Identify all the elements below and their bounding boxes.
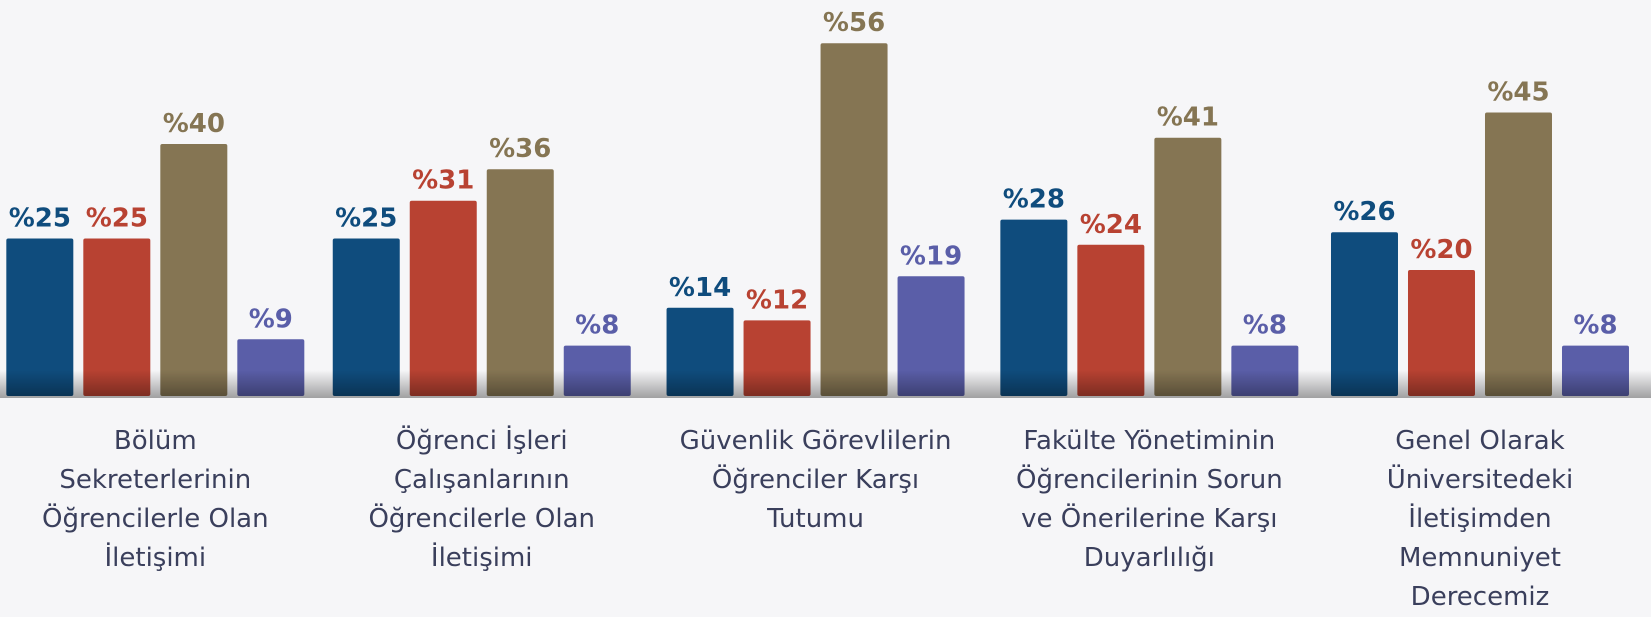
baseline-shadow — [0, 370, 1651, 398]
value-label: %56 — [823, 8, 885, 38]
value-label: %41 — [1157, 103, 1219, 133]
value-label: %28 — [1003, 185, 1065, 215]
value-label: %9 — [249, 304, 293, 334]
bar — [1330, 232, 1398, 396]
category-label: Genel Olarak Üniversitedeki İletişimden … — [1386, 426, 1574, 612]
category-label: Öğrenci İşleri Çalışanlarının Öğrenciler… — [368, 426, 596, 573]
bar — [6, 238, 74, 396]
value-label: %14 — [669, 273, 731, 303]
bar — [1407, 270, 1475, 396]
value-label: %24 — [1080, 210, 1142, 240]
value-label: %25 — [9, 204, 71, 234]
value-label: %19 — [900, 241, 962, 271]
value-label: %26 — [1333, 197, 1395, 227]
value-label: %31 — [412, 166, 474, 196]
bar — [332, 238, 400, 396]
category-label: Fakülte Yönetiminin Öğrencilerinin Sorun… — [1015, 426, 1283, 573]
bar — [897, 276, 965, 396]
value-label: %40 — [163, 109, 225, 139]
category-label: Bölüm Sekreterlerinin Öğrencilerle Olan … — [42, 426, 269, 573]
value-label: %8 — [575, 311, 619, 341]
bar — [1484, 112, 1552, 396]
value-label: %12 — [746, 285, 808, 315]
value-label: %20 — [1410, 235, 1472, 265]
value-label: %45 — [1487, 78, 1549, 108]
bar — [486, 169, 554, 396]
bar — [1000, 219, 1068, 396]
value-label: %36 — [489, 134, 551, 164]
bar — [409, 200, 477, 396]
bar — [1154, 137, 1222, 396]
value-label: %25 — [86, 204, 148, 234]
bar — [160, 144, 228, 396]
value-label: %8 — [1243, 311, 1287, 341]
category-label: Güvenlik Görevlilerin Öğrenciler Karşı T… — [679, 426, 952, 534]
value-label: %8 — [1573, 311, 1617, 341]
bar — [83, 238, 151, 396]
bar — [1077, 244, 1145, 396]
bar — [820, 43, 888, 396]
value-label: %25 — [335, 204, 397, 234]
